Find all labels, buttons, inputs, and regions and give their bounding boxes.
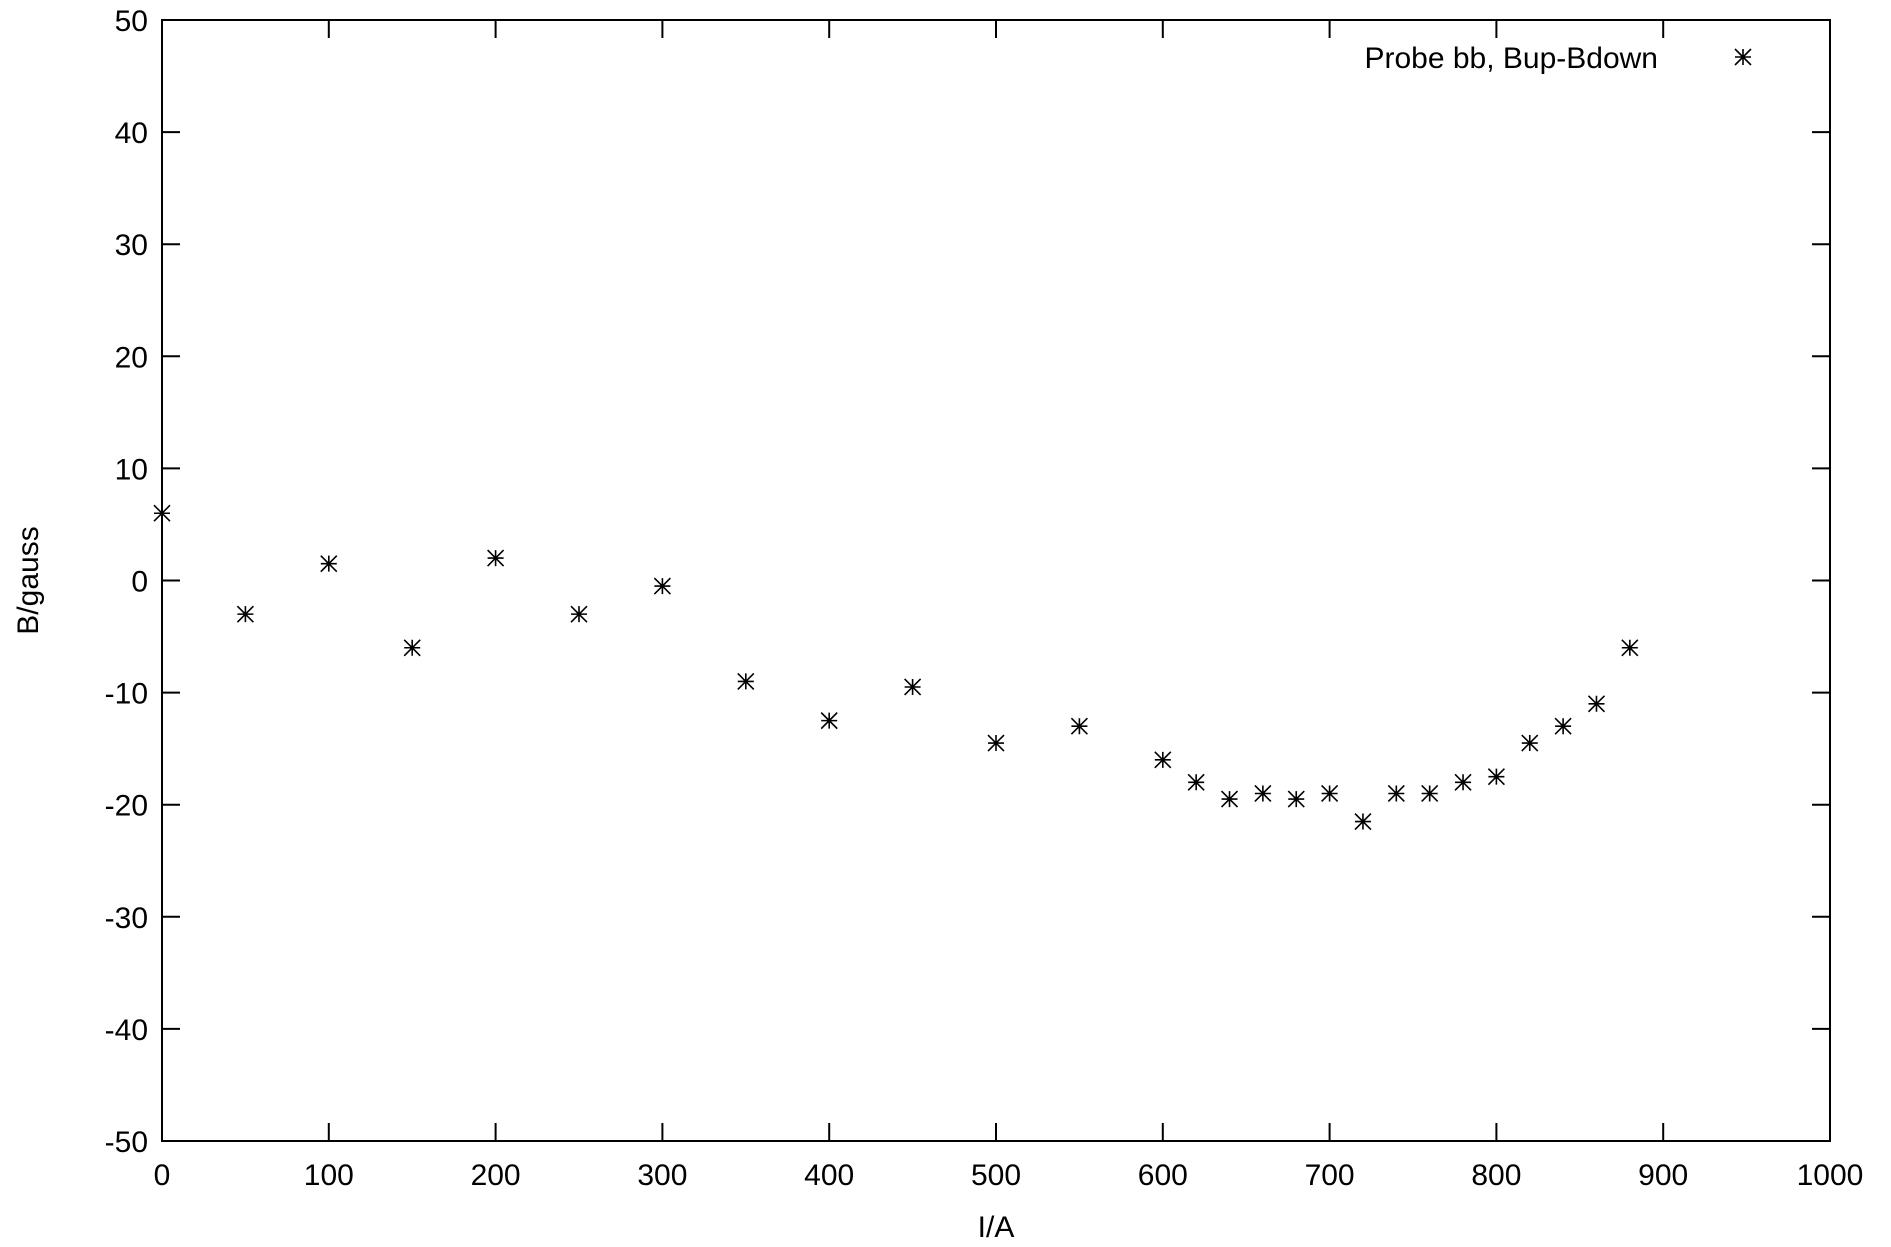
x-tick-label: 400 (804, 1159, 854, 1192)
y-tick-label: 50 (115, 5, 148, 38)
data-point (1220, 790, 1239, 808)
y-tick-label: 20 (115, 341, 148, 374)
y-tick-label: 0 (131, 566, 148, 599)
x-tick-label: 600 (1138, 1159, 1188, 1192)
legend-marker (1734, 48, 1752, 66)
legend-marker-symbol (1734, 48, 1752, 66)
axis-ticks (161, 19, 1831, 1142)
data-point (1387, 784, 1405, 803)
data-point (1587, 695, 1606, 713)
data-point (320, 555, 338, 573)
data-point (737, 672, 755, 690)
data-point (820, 712, 838, 730)
data-point (1154, 751, 1172, 769)
data-point (153, 504, 171, 522)
data-point (1254, 784, 1272, 803)
data-point (236, 605, 254, 623)
y-tick-label: -50 (105, 1126, 148, 1159)
x-axis-label: I/A (978, 1211, 1015, 1244)
x-tick-label: 300 (637, 1159, 687, 1192)
data-point (1321, 784, 1339, 803)
data-point (653, 577, 671, 595)
legend: Probe bb, Bup-Bdown (1364, 42, 1752, 75)
data-point (1454, 773, 1472, 791)
data-point (1487, 768, 1505, 786)
y-tick-labels: -50 -40 -30 -20 -10 0 10 20 30 40 50 (105, 5, 148, 1159)
x-tick-label: 500 (971, 1159, 1021, 1192)
data-point (1287, 790, 1305, 808)
y-tick-label: 30 (115, 229, 148, 262)
y-tick-label: -20 (105, 790, 148, 823)
data-point (1070, 717, 1088, 735)
data-point (1187, 773, 1205, 791)
data-point (1421, 784, 1439, 803)
data-point (1621, 639, 1639, 657)
data-point (904, 678, 922, 696)
data-point (403, 639, 421, 657)
plot-frame (161, 19, 1831, 1142)
x-tick-label: 1000 (1797, 1159, 1864, 1192)
x-tick-label: 200 (471, 1159, 521, 1192)
y-tick-label: -10 (105, 678, 148, 711)
data-point (1521, 734, 1539, 752)
data-points (153, 504, 1639, 831)
data-point (1354, 812, 1372, 831)
x-tick-label: 900 (1638, 1159, 1688, 1192)
legend-label: Probe bb, Bup-Bdown (1364, 42, 1658, 75)
data-point (487, 549, 505, 567)
x-tick-label: 0 (154, 1159, 171, 1192)
y-tick-label: -30 (105, 902, 148, 935)
y-tick-label: 40 (115, 117, 148, 150)
data-point (1554, 717, 1572, 735)
y-tick-label: -40 (105, 1014, 148, 1047)
y-tick-label: 10 (115, 453, 148, 486)
data-point (570, 605, 588, 623)
x-tick-label: 700 (1305, 1159, 1355, 1192)
x-tick-label: 800 (1471, 1159, 1521, 1192)
x-tick-label: 100 (304, 1159, 354, 1192)
x-tick-labels: 0 100 200 300 400 500 600 700 800 900 1000 (154, 1159, 1864, 1192)
data-point (987, 734, 1005, 752)
y-axis-label: B/gauss (12, 526, 45, 634)
